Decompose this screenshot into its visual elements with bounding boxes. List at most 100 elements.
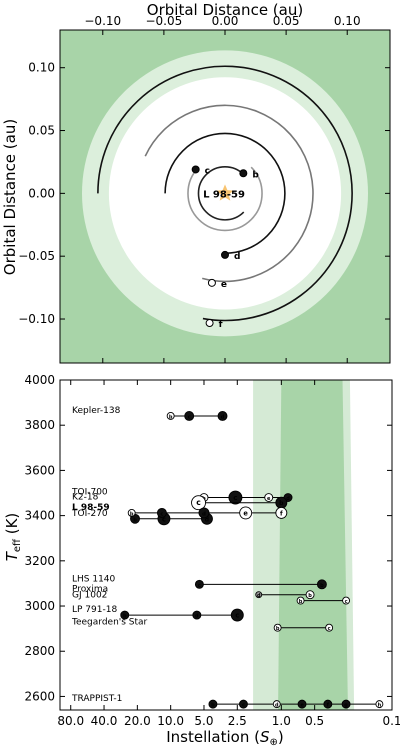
system-planet-c: [156, 507, 167, 518]
top-x-axis-label: Orbital Distance (au): [147, 1, 303, 19]
top-xtick-label: −0.05: [145, 14, 182, 28]
system-planet-d: [198, 507, 210, 519]
system-planet-label-b: b: [133, 517, 137, 523]
orbit-f: [97, 65, 353, 322]
bottom-xtick-label: 80.0: [57, 714, 84, 728]
host-star-label: L 98-59: [203, 189, 245, 200]
top-ytick-label: −0.05: [18, 249, 55, 263]
system-name-8: LP 791-18: [72, 605, 117, 615]
system-planet-e: [297, 699, 307, 709]
system-planet-label-d: d: [286, 496, 290, 502]
system-planet-label-c: c: [162, 515, 166, 523]
system-planet-b: [166, 411, 175, 420]
system-name-6: LHS 1140: [72, 574, 116, 584]
system-planet-label-e: e: [243, 509, 248, 517]
system-planet-c: [191, 495, 206, 511]
instellation-panel: Instellation (S⊕) Teff (K) b c dKepler-138…: [3, 373, 400, 747]
planet-label-e: e: [221, 280, 227, 290]
system-planet-b: [120, 610, 130, 620]
system-planet-label-c: c: [328, 626, 331, 632]
system-planet-f: [275, 506, 288, 519]
system-planet-label-b: b: [211, 703, 215, 709]
system-planet-g: [341, 699, 351, 709]
bottom-inner: bcdKepler-138bcedTOI-700bcdTOI-270cbK2-1…: [60, 380, 392, 710]
system-name-1: TOI-700: [71, 488, 108, 498]
system-planet-label-b: b: [308, 593, 312, 599]
system-planet-d: [272, 700, 281, 709]
system-planet-label-b: b: [299, 599, 303, 605]
system-planet-b: [208, 699, 218, 709]
top-ytick-label: 0.00: [28, 186, 55, 200]
system-planet-label-e: e: [300, 703, 304, 709]
orbit-b: [197, 166, 245, 221]
system-planet-label-d: d: [202, 511, 206, 517]
top-xtick-label: −0.10: [84, 14, 121, 28]
planet-f: [205, 319, 214, 328]
top-xtick-label: 0.05: [273, 14, 300, 28]
system-planet-label-g: g: [344, 703, 348, 709]
bottom-ytick-label: 3400: [24, 509, 55, 523]
bottom-frame: [59, 379, 393, 711]
top-inner: L 98-59 b c d e f: [60, 30, 390, 363]
system-planet-c: [230, 608, 244, 622]
system-planet-label-b: b: [320, 583, 324, 589]
system-planet-label-c: c: [188, 414, 191, 420]
system-planet-label-d: d: [195, 614, 199, 620]
orbit-diagram-panel: Orbital Distance (au) Orbital Distance (…: [1, 1, 391, 364]
system-planet-label-c: c: [345, 599, 348, 605]
planet-b: [239, 169, 248, 178]
bottom-xtick-label: 0.5: [305, 714, 324, 728]
system-planet-c: [342, 596, 351, 605]
system-planet-label-d: d: [275, 703, 279, 709]
system-planet-b: [305, 590, 315, 600]
system-planet-label-b: b: [279, 500, 284, 507]
system-planet-label-e: e: [267, 496, 271, 502]
system-planet-c: [228, 490, 243, 505]
system-planet-label-f: f: [280, 510, 283, 517]
system-planet-d: [192, 610, 202, 620]
system-planet-b: [296, 596, 305, 605]
top-xtick-label: 0.10: [334, 14, 361, 28]
planet-e: [207, 278, 216, 287]
system-planet-b: [316, 579, 327, 590]
bottom-xtick-label: 0.1: [382, 714, 400, 728]
system-planet-b: [127, 508, 136, 517]
system-planet-label-c: c: [235, 612, 239, 620]
bottom-ytick-label: 2600: [24, 689, 55, 703]
system-planet-h: [375, 700, 384, 709]
system-planet-label-c: c: [196, 498, 201, 507]
bottom-xtick-label: 10.0: [157, 714, 184, 728]
orbit-e: [144, 104, 314, 283]
orbit-d: [164, 132, 286, 255]
system-planet-b: [273, 623, 282, 632]
instellation-plot-area: bcdKepler-138bcedTOI-700bcdTOI-270cbK2-1…: [24, 373, 400, 728]
system-planet-e: [264, 493, 274, 502]
planet-label-f: f: [219, 320, 223, 330]
bottom-xtick-label: 1.0: [272, 714, 291, 728]
system-planet-label-f: f: [327, 703, 330, 709]
system-planet-label-b: b: [169, 414, 173, 420]
planet-d: [221, 250, 229, 259]
bottom-ytick-label: 3600: [24, 463, 55, 477]
bottom-ytick-label: 3000: [24, 599, 55, 613]
system-planet-c: [184, 410, 195, 421]
system-name-10: TRAPPIST-1: [71, 694, 122, 704]
bottom-xtick-label: 40.0: [91, 714, 118, 728]
system-planet-d: [217, 410, 228, 421]
bottom-ytick-label: 3200: [24, 554, 55, 568]
system-planet-label-c: c: [198, 583, 201, 589]
top-y-axis-label: Orbital Distance (au): [1, 119, 19, 275]
orbit-plot-area: L 98-59 b c d e f −0.10 −0.05 0.00 0.05 0.10 0.10 0.…: [18, 14, 391, 364]
system-planet-label-d: d: [221, 414, 225, 420]
system-planet-e: [239, 506, 253, 520]
top-ytick-label: −0.10: [18, 312, 55, 326]
planet-c: [191, 165, 200, 174]
bottom-xtick-label: 2.5: [228, 714, 247, 728]
host-star-marker: [216, 184, 234, 201]
system-name-7: GJ 1002: [72, 591, 107, 601]
system-planet-label-b: b: [130, 511, 134, 517]
top-ytick-label: 0.05: [28, 124, 55, 138]
planet-label-b: b: [252, 170, 259, 180]
bottom-ytick-label: 4000: [24, 373, 55, 387]
